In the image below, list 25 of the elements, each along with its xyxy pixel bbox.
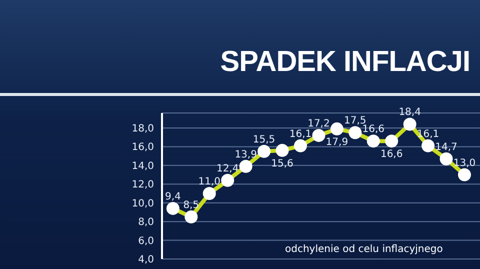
chart-title: SPADEK INFLACJI: [220, 46, 470, 79]
data-label: 18,4: [398, 107, 421, 118]
data-label: 8,5: [183, 200, 200, 211]
data-label: 17,9: [326, 136, 348, 148]
y-tick-label: 10,0: [132, 198, 154, 210]
y-tick-label: 14,0: [132, 160, 154, 172]
y-tick-label: 6,0: [138, 236, 154, 247]
data-label: 15,6: [271, 158, 294, 170]
y-tick-label: 8,0: [138, 217, 154, 228]
y-tick-label: 4,0: [138, 254, 154, 266]
data-label: 9,4: [164, 191, 181, 202]
y-tick-label: 16,0: [132, 142, 154, 154]
y-tick-label: 12,0: [132, 180, 154, 191]
data-label: 14,7: [435, 142, 458, 153]
y-tick-label: 18,0: [132, 124, 154, 135]
data-label: 13,9: [234, 149, 257, 160]
data-label: 15,5: [252, 134, 276, 146]
data-label: 16,1: [289, 128, 312, 140]
annotation: odchylenie od celu inflacyjnego: [285, 244, 443, 255]
data-label: 11,0: [198, 176, 221, 188]
data-label: 12,4: [216, 163, 239, 174]
data-label: 16,6: [362, 124, 385, 136]
data-label: 13,0: [453, 158, 476, 169]
data-label: 17,2: [308, 118, 330, 130]
data-label: 16,6: [380, 149, 403, 160]
